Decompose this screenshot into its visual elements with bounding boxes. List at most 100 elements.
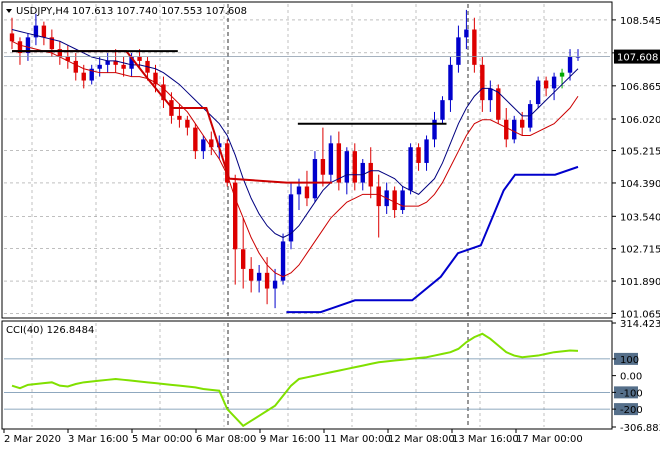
candle-body — [448, 64, 453, 101]
candle-body — [161, 84, 166, 101]
candle-body — [233, 182, 238, 250]
symbol-label: USDJPY,H4 — [16, 6, 69, 17]
candle-body — [368, 162, 373, 187]
main-tick-label: 108.545 — [620, 16, 660, 27]
main-tick-label: 105.215 — [620, 147, 660, 158]
candle-body — [49, 37, 55, 50]
candle-body — [400, 190, 405, 211]
candle-body — [153, 72, 158, 85]
support-trend-line — [286, 165, 579, 314]
current-price-tag: 107.608 — [614, 49, 660, 64]
price-tag-value: 107.608 — [617, 53, 658, 64]
candle-body — [73, 60, 78, 73]
candle-body — [543, 80, 549, 89]
candle-body — [504, 119, 509, 140]
cci-level-tag — [614, 386, 638, 399]
candle-body — [9, 33, 15, 42]
candle-body — [57, 49, 63, 57]
cci-level-tag — [614, 352, 638, 365]
moving-average-lines — [11, 29, 579, 278]
cci-tick-label: -100 — [620, 388, 643, 399]
candle-body — [392, 190, 397, 211]
candle-body — [520, 119, 525, 128]
cci-tick-label: -200 — [620, 405, 643, 416]
candle-body — [201, 139, 206, 152]
candle-body — [105, 60, 110, 65]
candle-body — [559, 72, 565, 77]
candle-body — [17, 41, 23, 54]
trailing-stop-line — [12, 50, 333, 184]
candle-body — [424, 139, 429, 163]
time-tick-label: 17 Mar 00:00 — [516, 434, 583, 445]
candle-body — [113, 60, 118, 65]
candle-body — [480, 64, 485, 101]
candle-body — [81, 72, 86, 81]
cci-plot-frame — [1, 320, 613, 430]
ohlc-readout: 107.613 107.740 107.553 107.608 — [72, 6, 247, 17]
cci-tick-label: 314.4238 — [620, 319, 660, 330]
time-tick-label: 3 Mar 16:00 — [68, 434, 128, 445]
time-tick-label: 12 Mar 08:00 — [388, 434, 455, 445]
cci-tick-label: -306.8838 — [620, 423, 660, 434]
candle-body — [567, 56, 573, 73]
candle-body — [65, 56, 70, 61]
candle-body — [304, 186, 310, 199]
candle-body — [240, 249, 246, 269]
price-tag-background — [614, 49, 660, 64]
candle-body — [288, 194, 294, 242]
collapse-triangle-icon[interactable] — [6, 9, 12, 13]
candle-body — [177, 115, 182, 120]
candle-body — [376, 186, 381, 207]
candle-body — [248, 268, 254, 281]
candle-body — [25, 37, 31, 54]
candle-body — [575, 56, 581, 58]
cci-line — [11, 332, 579, 428]
overlay-lines — [4, 50, 610, 314]
candle-body — [456, 37, 461, 65]
time-tick-label: 6 Mar 08:00 — [196, 434, 256, 445]
cci-indicator-label: CCI(40) 126.8484 — [6, 325, 94, 336]
candle-body — [416, 147, 421, 163]
candle-body — [488, 88, 493, 101]
candle-body — [256, 272, 262, 281]
candle-body — [464, 29, 469, 38]
time-tick-label: 2 Mar 2020 — [4, 434, 61, 445]
cci-tick-label: 100 — [620, 355, 639, 366]
candle-body — [472, 29, 477, 65]
cci-axis: 314.4238 100 0.00 -100 -200 -306.8838 — [612, 319, 660, 434]
time-tick-label: 5 Mar 00:00 — [132, 434, 192, 445]
candle-body — [352, 151, 357, 183]
candle-body — [225, 143, 230, 183]
cci-level-tag — [614, 403, 638, 416]
main-tick-label: 102.715 — [620, 245, 660, 256]
candle-body — [408, 147, 413, 191]
candle-body — [328, 143, 334, 175]
time-axis: 2 Mar 2020 3 Mar 16:00 5 Mar 00:00 6 Mar 08… — [3, 429, 583, 445]
candlestick-series — [9, 9, 581, 309]
main-tick-label: 106.020 — [620, 115, 660, 126]
ma-slow-line — [11, 40, 579, 278]
candle-body — [336, 143, 342, 183]
candle-body — [320, 159, 326, 175]
time-tick-label: 13 Mar 16:00 — [452, 434, 519, 445]
main-tick-label: 101.890 — [620, 277, 660, 288]
candle-body — [360, 162, 365, 183]
main-tick-label: 106.865 — [620, 82, 660, 93]
main-tick-label: 103.540 — [620, 212, 660, 223]
main-price-axis: 108.545107.705106.865106.020105.215104.3… — [612, 16, 660, 320]
candle-body — [551, 76, 557, 89]
candle-body — [264, 272, 270, 289]
time-tick-label: 9 Mar 16:00 — [260, 434, 320, 445]
candle-body — [41, 25, 47, 38]
candle-body — [97, 64, 102, 69]
cci-series-line — [11, 332, 579, 428]
candle-body — [512, 119, 517, 140]
candle-body — [137, 56, 142, 61]
candle-body — [440, 100, 445, 120]
candle-body — [280, 241, 286, 281]
candle-body — [33, 25, 39, 38]
main-plot-frame — [1, 1, 613, 319]
candle-body — [121, 64, 126, 69]
candle-body — [432, 119, 437, 140]
